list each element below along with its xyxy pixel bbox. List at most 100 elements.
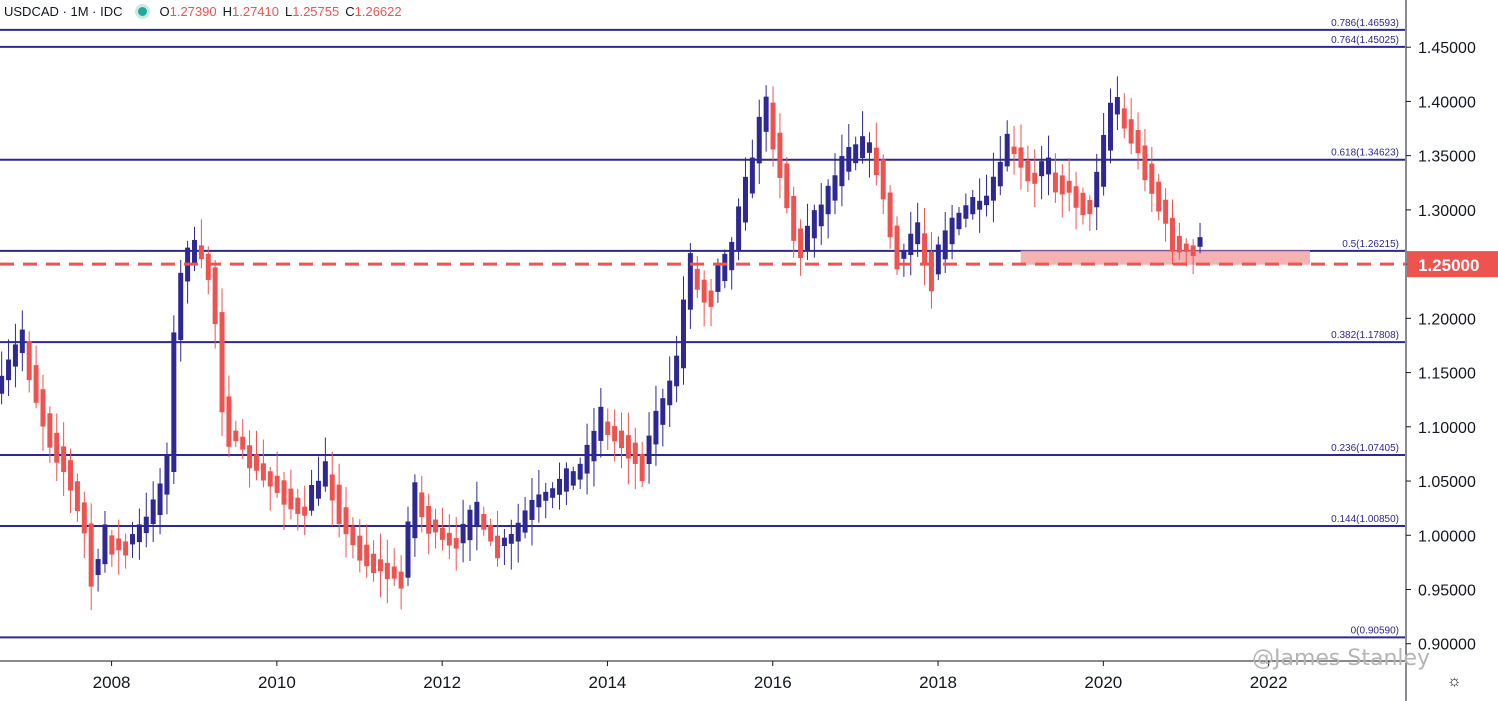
candle-body: [798, 228, 804, 258]
candle-body: [536, 494, 542, 508]
fib-label: 0.236(1.07405): [1331, 443, 1399, 454]
y-axis[interactable]: 1.45000 1.40000 1.35000 1.30000 1.25000 1.200…: [1405, 0, 1498, 701]
candle-body: [1135, 130, 1141, 154]
candle-body: [1052, 172, 1058, 193]
y-tick-label: 0.95000: [1418, 582, 1476, 599]
candle-body: [873, 147, 879, 176]
candle-body: [40, 389, 46, 427]
candle-body: [1032, 172, 1038, 184]
candle-body: [818, 204, 824, 227]
candle-body: [426, 505, 432, 534]
candle-body: [605, 421, 611, 435]
candle-body: [253, 454, 259, 471]
candle-body: [1059, 175, 1065, 195]
candle-body: [1121, 108, 1127, 129]
candle-body: [1108, 102, 1114, 151]
candle-body: [123, 541, 129, 556]
candle-body: [949, 217, 955, 245]
y-tick-label: 1.05000: [1418, 474, 1476, 491]
candle-body: [612, 426, 618, 442]
y-tick-label: 1.35000: [1418, 149, 1476, 166]
open-key: O: [159, 4, 170, 19]
candle-body: [694, 268, 700, 290]
candle-body: [157, 483, 163, 516]
candle-body: [47, 413, 53, 448]
candle-body: [302, 506, 308, 516]
candle-body: [1101, 134, 1107, 187]
candle-body: [1176, 235, 1182, 253]
candle-body: [364, 544, 370, 567]
candle-body: [598, 406, 604, 441]
candle-body: [102, 524, 108, 565]
y-tick-label: 1.40000: [1418, 94, 1476, 111]
candle-body: [247, 445, 253, 469]
candle-body: [109, 535, 115, 555]
candle-body: [639, 453, 645, 482]
candle-body: [736, 206, 742, 252]
candle-body: [853, 144, 859, 164]
candle-body: [928, 251, 934, 292]
candle-body: [791, 195, 797, 241]
x-tick-label: 2010: [258, 673, 296, 692]
fib-levels: 0.786(1.46593) 0.764(1.45025) 0.618(1.3462…: [0, 18, 1405, 639]
candle-body: [315, 480, 321, 499]
candle-body: [95, 559, 101, 576]
fib-label: 0.5(1.26215): [1342, 239, 1399, 250]
candle-body: [997, 161, 1003, 187]
candle-body: [74, 481, 80, 512]
candle-body: [963, 205, 969, 219]
chart-header: USDCAD · 1M · IDC O 1.27390 H 1.27410 L 1.2…: [4, 4, 408, 19]
candle-body: [570, 471, 576, 486]
candle-body: [935, 244, 941, 275]
y-tick-label: 1.30000: [1418, 203, 1476, 220]
candle-body: [653, 410, 659, 445]
fib-label: 0.764(1.45025): [1331, 35, 1399, 46]
candle-body: [1039, 161, 1045, 177]
candle-body: [660, 398, 666, 425]
candle-body: [984, 195, 990, 206]
candle-body: [226, 396, 232, 447]
candle-body: [501, 537, 507, 547]
candle-body: [446, 532, 452, 546]
candle-body: [12, 344, 18, 367]
x-tick-label: 2018: [919, 673, 957, 692]
candle-body: [6, 359, 12, 381]
candle-body: [453, 538, 459, 549]
candle-body: [178, 272, 184, 341]
candle-body: [1197, 237, 1203, 247]
candle-body: [433, 519, 439, 533]
support-zone: [1020, 250, 1310, 265]
candle-body: [756, 116, 762, 164]
candle-body: [1183, 243, 1189, 252]
candle-body: [488, 524, 494, 542]
candle-body: [591, 430, 597, 462]
x-axis[interactable]: 2008 2010 2012 2014 2016 2018 2020 2022: [0, 660, 1405, 692]
candle-body: [412, 482, 418, 539]
candle-body: [894, 225, 900, 270]
candle-body: [1190, 245, 1196, 256]
candle-body: [329, 474, 335, 501]
y-tick-label: 0.90000: [1418, 637, 1476, 654]
candle-body: [887, 192, 893, 238]
candle-body: [1149, 163, 1155, 194]
candle-body: [0, 375, 5, 394]
candle-body: [460, 523, 466, 544]
close-value: 1.26622: [354, 4, 402, 19]
interval-label: 1M: [70, 4, 89, 19]
x-tick-label: 2016: [754, 673, 792, 692]
candle-body: [977, 200, 983, 210]
candle-body: [515, 522, 521, 542]
fib-label: 0.382(1.17808): [1331, 330, 1399, 341]
x-tick-label: 2012: [423, 673, 461, 692]
candle-body: [371, 553, 377, 574]
candle-body: [171, 332, 177, 472]
candle-body: [191, 239, 197, 264]
candle-body: [1156, 181, 1162, 212]
candle-body: [701, 279, 707, 303]
candle-body: [674, 355, 680, 387]
candle-body: [54, 432, 60, 463]
symbol-interval-source[interactable]: USDCAD · 1M · IDC: [4, 4, 123, 19]
gear-icon[interactable]: ☼: [1447, 673, 1462, 690]
y-tick-label: 1.45000: [1418, 40, 1476, 57]
